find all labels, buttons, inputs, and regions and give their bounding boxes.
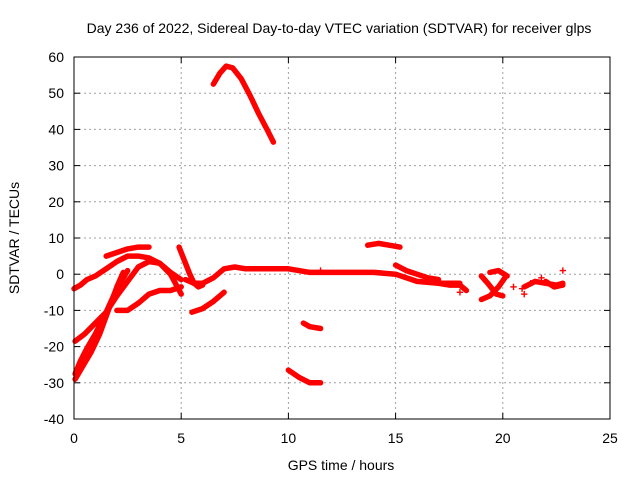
y-tick-label: 10 — [48, 230, 64, 246]
gridlines — [74, 57, 610, 419]
data-point — [510, 283, 517, 291]
x-tick-label: 0 — [70, 430, 78, 446]
axis-ticks — [73, 56, 611, 420]
y-tick-label: 60 — [48, 49, 64, 65]
series-arc-b — [72, 258, 184, 344]
x-axis-label: GPS time / hours — [288, 457, 395, 473]
series-arc-main — [182, 264, 463, 287]
y-axis-label: SDTVAR / TECUs — [6, 182, 22, 294]
data-point — [527, 280, 534, 287]
y-tick-label: 40 — [48, 121, 64, 137]
series-arc-n — [478, 273, 506, 299]
data-point — [456, 289, 464, 296]
data-point — [521, 290, 528, 298]
series-arc-g — [176, 244, 206, 290]
series-arc-l — [392, 262, 442, 283]
series-arc-h — [189, 289, 227, 315]
series-arc-r — [542, 278, 566, 290]
chart-title: Day 236 of 2022, Sidereal Day-to-day VTE… — [87, 20, 592, 36]
data-point — [538, 274, 545, 282]
x-tick-label: 15 — [388, 430, 404, 446]
series-layer — [71, 63, 567, 386]
y-tick-label: 0 — [56, 266, 64, 282]
y-tick-label: -30 — [44, 375, 64, 391]
series-arc-i — [285, 367, 324, 386]
y-tick-label: -40 — [44, 411, 64, 427]
x-tick-label: 10 — [281, 430, 297, 446]
series-arc-o — [478, 275, 508, 303]
y-tick-label: -10 — [44, 302, 64, 318]
series-arc-high — [210, 63, 277, 145]
series-arc-f — [114, 284, 184, 314]
series-arc-j — [300, 320, 324, 332]
y-tick-label: 20 — [48, 194, 64, 210]
series-arc-k — [364, 240, 403, 250]
y-tick-labels: -40 -30 -20 -10 0 10 20 30 40 50 60 — [44, 49, 64, 427]
x-tick-labels: 0 5 10 15 20 25 — [70, 430, 618, 446]
series-arc-m — [435, 280, 470, 294]
x-tick-label: 5 — [177, 430, 185, 446]
x-tick-label: 25 — [602, 430, 618, 446]
data-point — [559, 267, 567, 274]
y-tick-label: 50 — [48, 85, 64, 101]
y-tick-label: 30 — [48, 158, 64, 174]
data-point — [518, 285, 526, 292]
x-tick-label: 20 — [495, 430, 511, 446]
y-tick-label: -20 — [44, 339, 64, 355]
series-arc-e — [103, 244, 152, 259]
series-arc-p — [487, 267, 510, 279]
data-point — [317, 267, 324, 274]
series-arc-d — [72, 269, 127, 382]
